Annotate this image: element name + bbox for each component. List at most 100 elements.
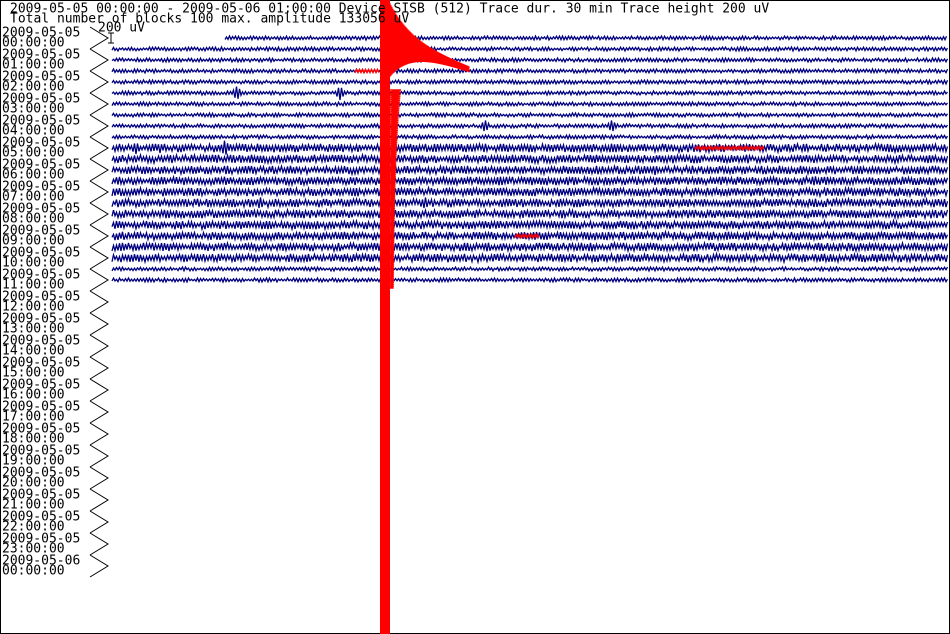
header-line1: 2009-05-05 00:00:00 - 2009-05-06 01:00:0… <box>10 2 769 17</box>
row-date: 2009-05-05 <box>2 202 80 217</box>
trace <box>111 45 949 53</box>
row-date: 2009-05-05 <box>2 356 80 371</box>
red-segment <box>514 232 540 240</box>
trace <box>111 185 949 199</box>
row-marker <box>89 114 109 138</box>
trace <box>111 140 949 155</box>
row-time: 00:00:00 <box>2 564 65 579</box>
row-marker <box>89 224 109 248</box>
row-time: 16:00:00 <box>2 388 65 403</box>
row-date: 2009-05-05 <box>2 466 80 481</box>
row-date: 2009-05-05 <box>2 334 80 349</box>
trace <box>111 276 949 284</box>
scale-label: 200 uV <box>98 21 145 36</box>
row-date: 2009-05-05 <box>2 312 80 327</box>
row-time: 06:00:00 <box>2 168 65 183</box>
red-segment <box>694 144 765 152</box>
row-time: 19:00:00 <box>2 454 65 469</box>
row-date: 2009-05-05 <box>2 268 80 283</box>
row-marker <box>89 488 109 512</box>
trace <box>111 207 949 221</box>
row-marker <box>89 26 109 50</box>
header-line2: Total number of blocks 100 max. amplitud… <box>10 12 409 27</box>
row-time: 20:00:00 <box>2 476 65 491</box>
row-time: 05:00:00 <box>2 146 65 161</box>
row-time: 09:00:00 <box>2 234 65 249</box>
trace <box>111 240 949 254</box>
row-marker <box>89 378 109 402</box>
row-marker <box>89 136 109 160</box>
labels: 2009-05-05 00:00:00 - 2009-05-06 01:00:0… <box>2 2 769 579</box>
row-marker <box>89 312 109 336</box>
event-coda <box>389 3 470 78</box>
row-marker <box>89 290 109 314</box>
row-time: 00:00:00 <box>2 36 65 51</box>
row-marker <box>89 48 109 72</box>
trace <box>111 56 949 64</box>
event-tail <box>389 89 402 289</box>
row-marker <box>89 180 109 204</box>
saturated-event <box>380 0 390 634</box>
row-date: 2009-05-05 <box>2 444 80 459</box>
row-time: 17:00:00 <box>2 410 65 425</box>
row-time: 18:00:00 <box>2 432 65 447</box>
trace <box>111 78 949 86</box>
row-time: 07:00:00 <box>2 190 65 205</box>
row-marker <box>89 466 109 490</box>
trace <box>111 100 948 108</box>
row-time: 02:00:00 <box>2 80 65 95</box>
row-date: 2009-05-05 <box>2 92 80 107</box>
row-date: 2009-05-05 <box>2 180 80 195</box>
trace <box>111 86 948 101</box>
row-date: 2009-05-05 <box>2 290 80 305</box>
row-date: 2009-05-05 <box>2 488 80 503</box>
row-time: 01:00:00 <box>2 58 65 73</box>
trace <box>111 218 949 232</box>
trace <box>111 174 949 188</box>
row-time: 14:00:00 <box>2 344 65 359</box>
trace <box>111 251 949 265</box>
traces <box>111 3 949 289</box>
row-time: 11:00:00 <box>2 278 65 293</box>
trace <box>111 111 949 119</box>
row-time: 08:00:00 <box>2 212 65 227</box>
row-date: 2009-05-05 <box>2 114 80 129</box>
row-date: 2009-05-05 <box>2 400 80 415</box>
row-date: 2009-05-05 <box>2 224 80 239</box>
trace <box>224 34 948 42</box>
trace <box>111 196 949 210</box>
row-marker <box>89 158 109 182</box>
row-marker <box>89 202 109 226</box>
row-time: 15:00:00 <box>2 366 65 381</box>
row-time: 22:00:00 <box>2 520 65 535</box>
row-date: 2009-05-05 <box>2 510 80 525</box>
trace <box>111 265 949 273</box>
row-time: 13:00:00 <box>2 322 65 337</box>
red-segment <box>354 67 380 75</box>
row-marker <box>89 444 109 468</box>
row-time: 23:00:00 <box>2 542 65 557</box>
row-marker <box>89 356 109 380</box>
row-marker <box>89 422 109 446</box>
row-date: 2009-05-05 <box>2 422 80 437</box>
row-date: 2009-05-05 <box>2 158 80 173</box>
row-date: 2009-05-05 <box>2 246 80 261</box>
row-marker <box>89 532 109 556</box>
row-date: 2009-05-05 <box>2 70 80 85</box>
row-time: 04:00:00 <box>2 124 65 139</box>
row-marker <box>89 334 109 358</box>
row-date: 2009-05-05 <box>2 48 80 63</box>
trace <box>111 152 949 166</box>
row-time: 10:00:00 <box>2 256 65 271</box>
row-time: 12:00:00 <box>2 300 65 315</box>
row-date: 2009-05-06 <box>2 554 80 569</box>
trace <box>111 163 949 177</box>
row-date: 2009-05-05 <box>2 532 80 547</box>
trace <box>111 133 949 141</box>
row-marker <box>89 70 109 94</box>
row-time: 21:00:00 <box>2 498 65 513</box>
row-marker <box>89 554 109 578</box>
row-marker <box>89 92 109 116</box>
row-date: 2009-05-05 <box>2 378 80 393</box>
